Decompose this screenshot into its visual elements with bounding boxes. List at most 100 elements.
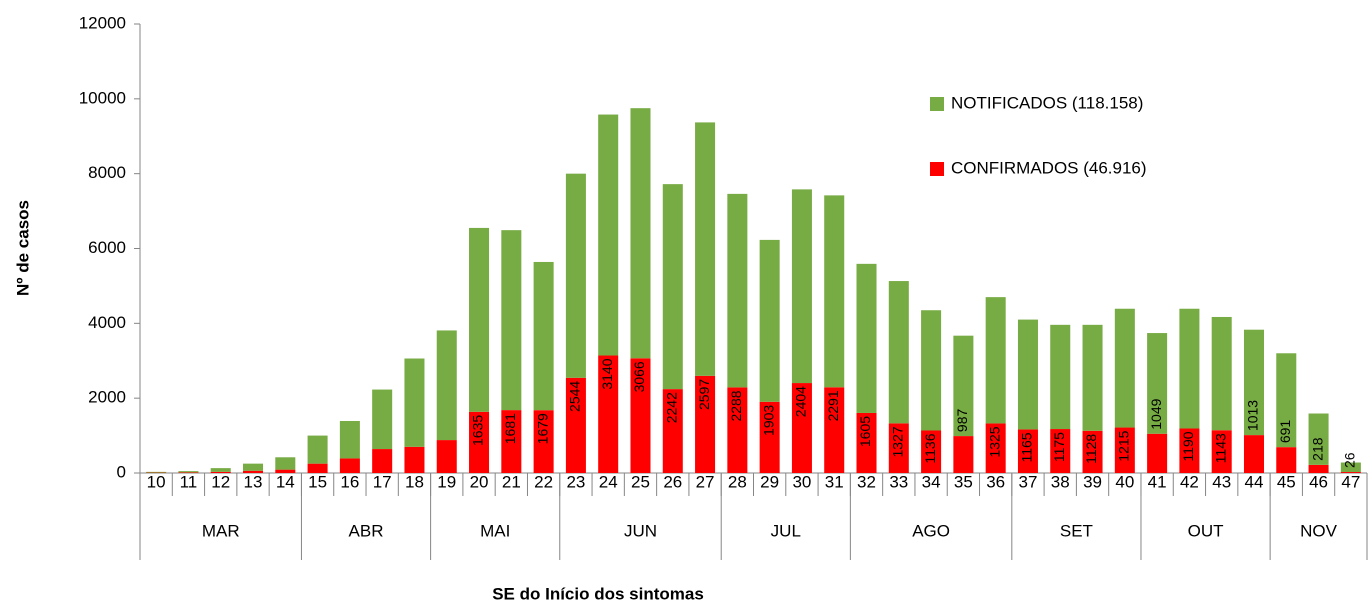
x-tick-label: 20	[470, 472, 489, 491]
x-tick-label: 14	[276, 472, 295, 491]
x-tick-label: 37	[1018, 472, 1037, 491]
data-label: 1605	[857, 416, 873, 447]
bar	[1243, 435, 1264, 473]
bar	[856, 412, 877, 473]
bar	[501, 230, 522, 411]
x-tick-label: 44	[1245, 472, 1264, 491]
bar	[888, 281, 909, 424]
group-label: JUN	[624, 521, 657, 540]
group-label: OUT	[1188, 521, 1224, 540]
bar	[1308, 413, 1329, 465]
bar	[1017, 319, 1038, 430]
legend-swatch	[930, 97, 944, 111]
data-label: 1681	[502, 413, 518, 444]
bar	[759, 239, 780, 402]
bar	[339, 458, 360, 473]
bar	[307, 463, 328, 473]
y-tick-label: 0	[117, 462, 126, 481]
bar	[1114, 308, 1135, 428]
bar	[953, 335, 974, 437]
data-label: 1325	[986, 426, 1002, 457]
data-label: 2404	[793, 386, 809, 417]
data-label: 218	[1309, 437, 1325, 461]
bar	[565, 377, 586, 473]
y-tick-label: 12000	[79, 13, 126, 32]
bar	[921, 310, 942, 431]
x-tick-label: 30	[792, 472, 811, 491]
x-tick-label: 45	[1277, 472, 1296, 491]
legend-label: CONFIRMADOS (46.916)	[951, 158, 1147, 177]
bar	[436, 330, 457, 441]
bar	[210, 471, 231, 473]
data-label: 1635	[470, 415, 486, 446]
legend-swatch	[930, 162, 944, 176]
bar	[1114, 427, 1135, 473]
bar	[824, 387, 845, 473]
bar	[372, 449, 393, 473]
x-tick-label: 10	[147, 472, 166, 491]
bar	[404, 358, 425, 447]
bar	[662, 184, 683, 390]
data-label: 1215	[1116, 430, 1132, 461]
x-tick-label: 26	[663, 472, 682, 491]
x-tick-label: 23	[566, 472, 585, 491]
data-label: 1013	[1245, 400, 1261, 431]
bar	[695, 122, 716, 376]
y-tick-label: 10000	[79, 88, 126, 107]
bar	[533, 410, 554, 473]
bar	[1147, 433, 1168, 473]
x-tick-label: 42	[1180, 472, 1199, 491]
bar	[1340, 472, 1361, 473]
bar	[501, 410, 522, 473]
bar	[759, 401, 780, 473]
data-label: 3066	[631, 361, 647, 392]
x-tick-label: 25	[631, 472, 650, 491]
data-label: 1143	[1212, 433, 1228, 463]
bar	[1082, 430, 1103, 473]
group-label: AGO	[912, 521, 950, 540]
x-tick-label: 21	[502, 472, 521, 491]
y-tick-label: 4000	[88, 313, 126, 332]
bar	[1243, 329, 1264, 436]
x-tick-label: 31	[825, 472, 844, 491]
bar	[404, 446, 425, 473]
bar	[824, 195, 845, 388]
bar	[275, 457, 296, 470]
bar	[565, 173, 586, 378]
x-tick-label: 40	[1115, 472, 1134, 491]
bar	[1340, 462, 1361, 473]
data-label: 1679	[534, 413, 550, 444]
x-tick-label: 19	[437, 472, 456, 491]
data-label: 691	[1277, 420, 1293, 444]
bar	[1050, 429, 1071, 473]
bar	[469, 411, 490, 473]
bar	[243, 463, 264, 471]
x-tick-label: 35	[954, 472, 973, 491]
x-tick-label: 36	[986, 472, 1005, 491]
bar	[178, 472, 199, 473]
bar	[210, 468, 231, 472]
bar	[1211, 316, 1232, 431]
x-tick-label: 17	[373, 472, 392, 491]
bar	[1276, 353, 1297, 448]
bar	[275, 469, 296, 473]
x-tick-label: 24	[599, 472, 618, 491]
x-tick-label: 11	[180, 472, 198, 491]
x-tick-label: 22	[534, 472, 553, 491]
x-tick-label: 32	[857, 472, 876, 491]
x-tick-label: 46	[1309, 472, 1328, 491]
bar	[888, 423, 909, 473]
bar	[1179, 428, 1200, 473]
x-tick-label: 15	[308, 472, 327, 491]
x-tick-label: 39	[1083, 472, 1102, 491]
y-tick-label: 8000	[88, 163, 126, 182]
data-label: 1165	[1019, 432, 1035, 462]
bar	[727, 193, 748, 388]
x-tick-label: 27	[696, 472, 715, 491]
y-tick-label: 6000	[88, 238, 126, 257]
x-tick-label: 33	[889, 472, 908, 491]
bar	[178, 471, 199, 473]
data-label: 2544	[567, 381, 583, 412]
bar	[727, 387, 748, 473]
